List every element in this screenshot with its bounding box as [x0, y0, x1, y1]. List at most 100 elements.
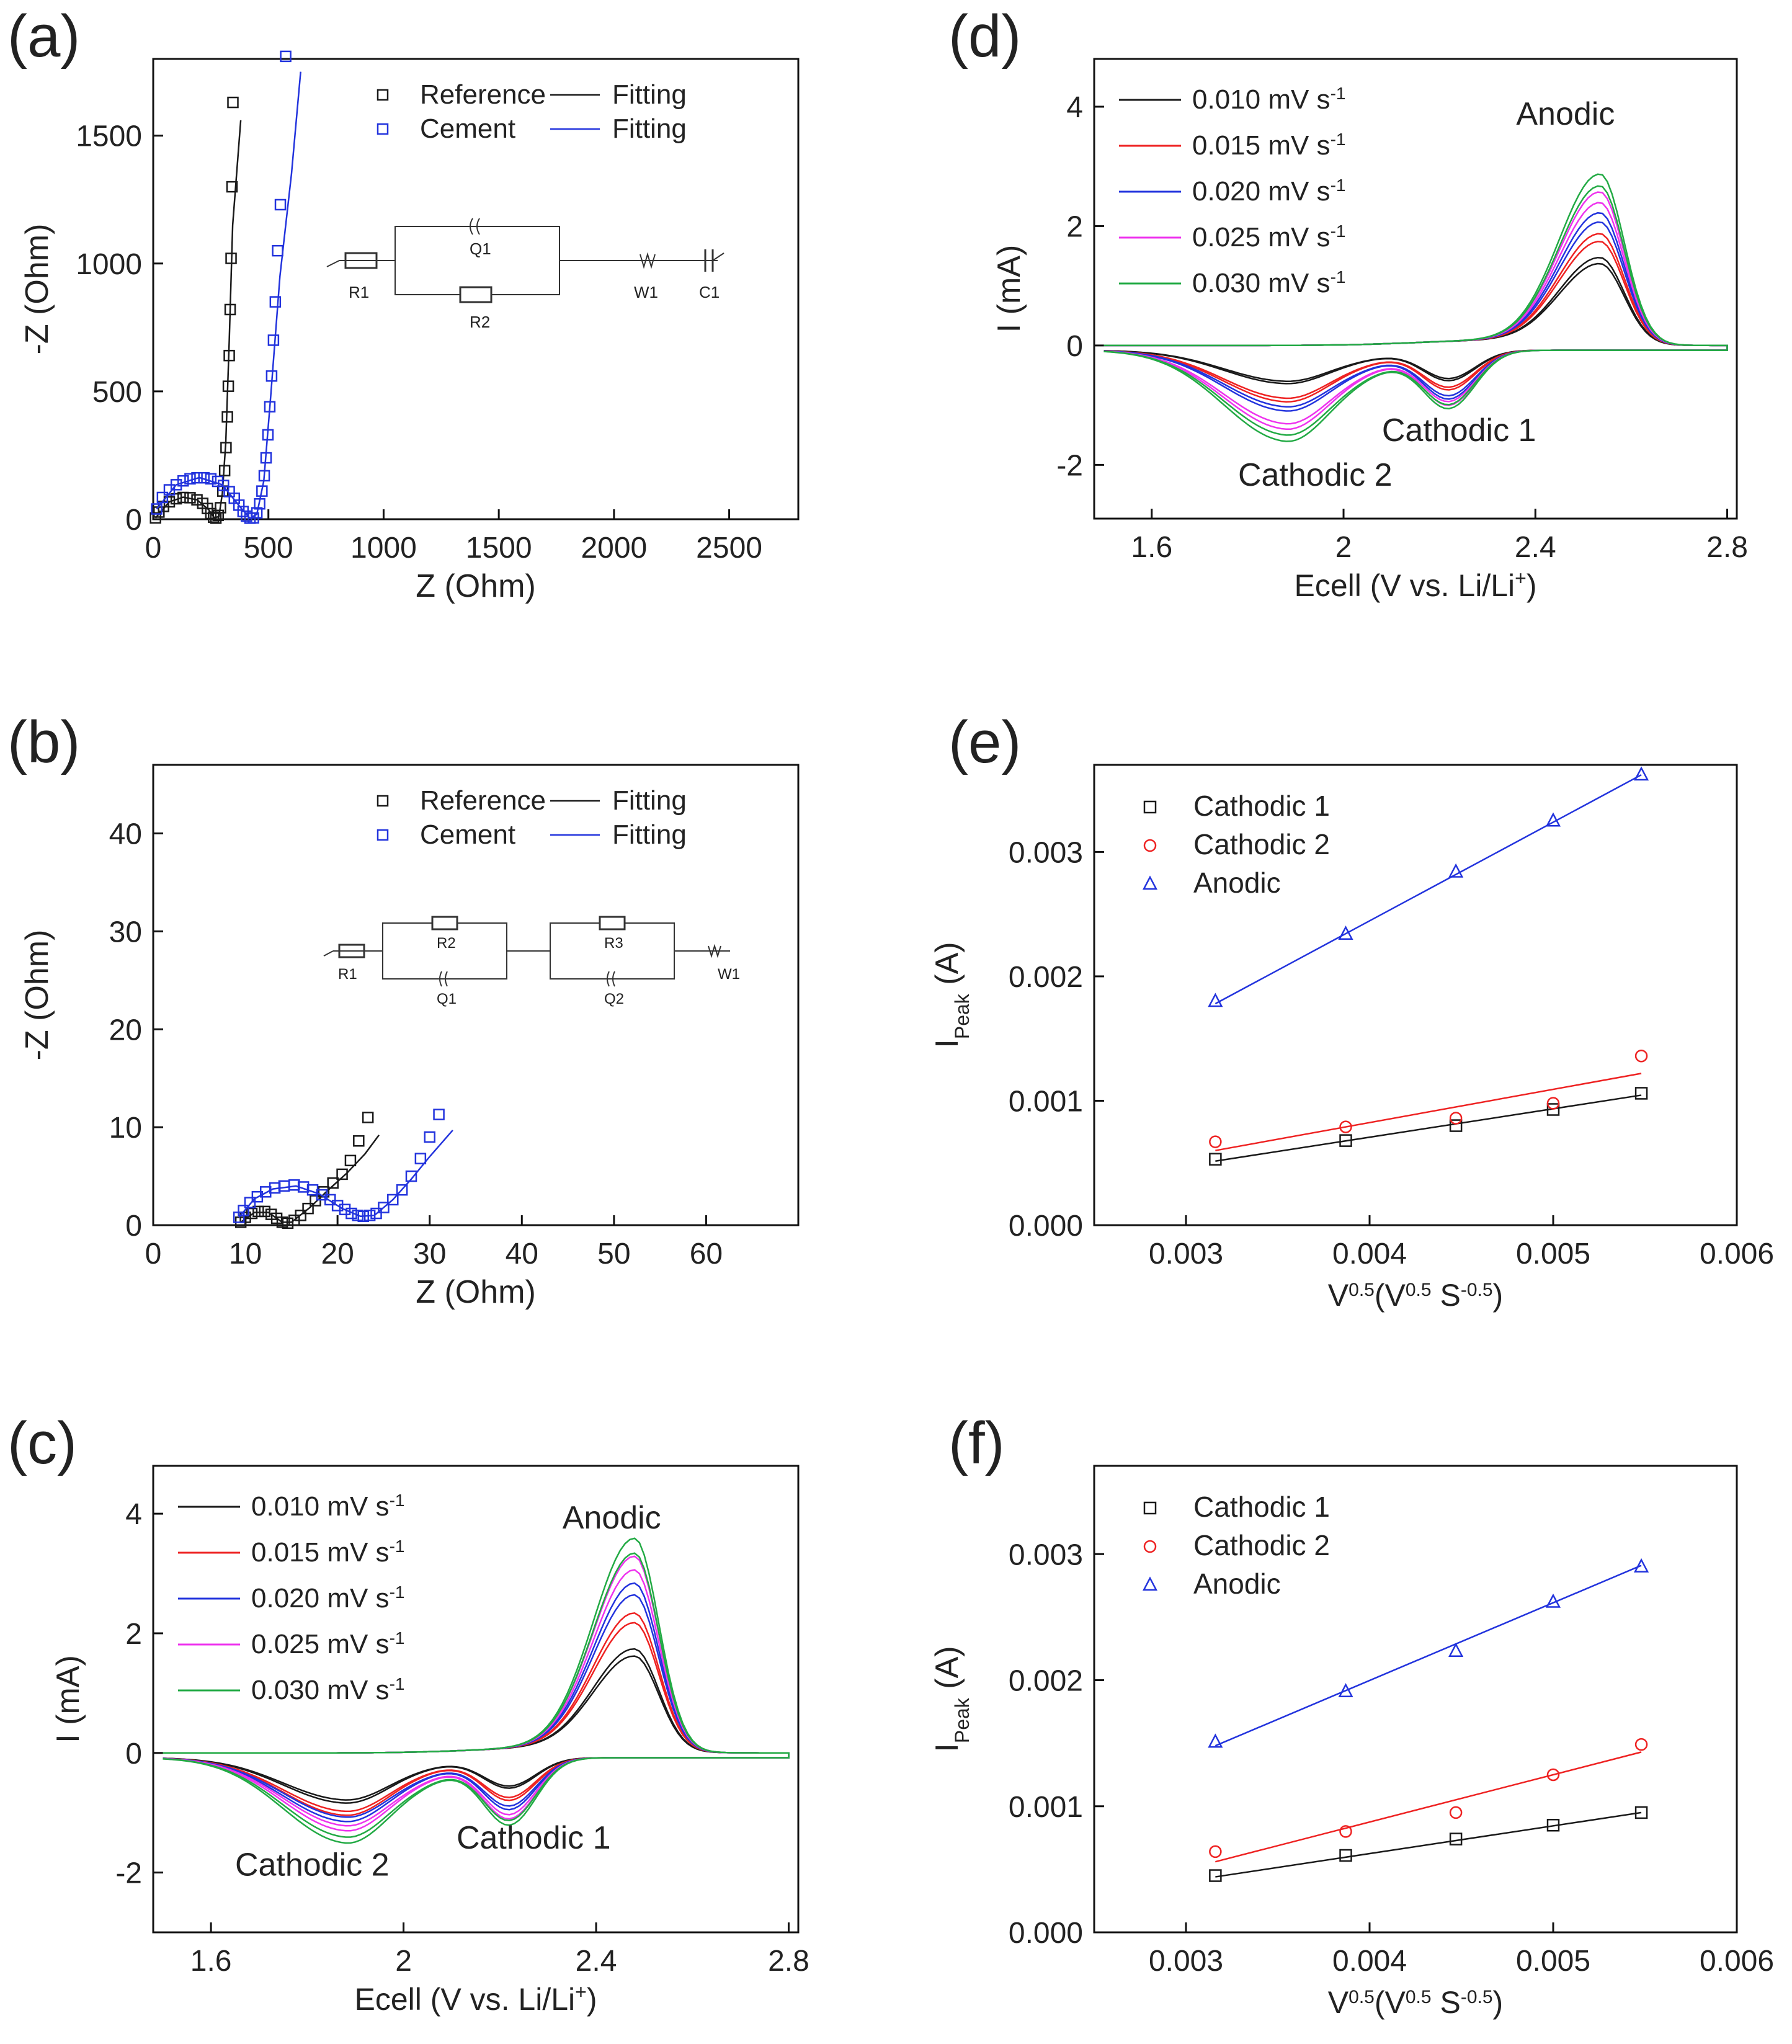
data-point [260, 452, 272, 464]
x-axis-title: Z (Ohm) [416, 568, 536, 604]
data-point [244, 1197, 256, 1208]
data-point [218, 480, 230, 491]
x-tick-label: 0.003 [1149, 1238, 1223, 1270]
data-point [302, 1202, 314, 1215]
data-point [1449, 1119, 1463, 1132]
data-point [156, 491, 169, 504]
data-point [267, 334, 280, 346]
circuit-label: R1 [349, 283, 369, 301]
legend-label: Cathodic 1 [1193, 790, 1330, 822]
circuit-label: W1 [718, 966, 740, 983]
fit-line [1215, 1811, 1642, 1878]
x-tick-label: 0.004 [1332, 1945, 1407, 1978]
panel-label: (f) [948, 1410, 1005, 1476]
panel-label: (e) [948, 709, 1021, 775]
y-tick-label: 4 [1066, 91, 1083, 124]
data-point [1634, 1087, 1648, 1100]
equivalent-circuit: R1 R2 Q1 R3 Q2 W1 [323, 916, 740, 1007]
y-tick-label: 0.003 [1009, 836, 1083, 869]
panel-label: (a) [7, 3, 80, 69]
fit-line [156, 71, 301, 520]
x-axis-title: Ecell (V vs. Li/Li+) [354, 1981, 597, 2017]
legend-label: 0.025 mV s-1 [1192, 221, 1345, 253]
panel-f: 0.003 0.004 0.005 0.006 0.000 0.001 0.002 0.003… [929, 1410, 1774, 2020]
data-point [220, 442, 232, 453]
circuit-label: R1 [338, 966, 357, 983]
legend-label: Anodic [1193, 1568, 1281, 1600]
legend-label: 0.010 mV s-1 [1192, 84, 1345, 115]
circuit-label: Q2 [604, 991, 624, 1007]
data-point [357, 1210, 369, 1223]
y-tick-label: -2 [1056, 449, 1083, 482]
legend-label: 0.025 mV s-1 [251, 1628, 404, 1660]
data-point [1143, 1540, 1157, 1553]
data-point [387, 1194, 399, 1206]
data-point [433, 1109, 445, 1120]
x-axis-title: V0.5(V0.5 S-0.5) [1328, 1985, 1503, 2020]
y-tick-label: 1000 [76, 248, 142, 281]
y-tick-label: 0.002 [1009, 1665, 1083, 1698]
data-point [170, 479, 182, 491]
circuit-label: C1 [699, 283, 720, 301]
data-point [1448, 1643, 1464, 1658]
legend-label: 0.030 mV s-1 [251, 1674, 404, 1706]
data-point [191, 494, 203, 506]
x-tick-label: 0.003 [1149, 1945, 1223, 1978]
data-point [225, 252, 237, 264]
data-point [224, 303, 236, 316]
data-point [362, 1112, 374, 1123]
data-point [1634, 1558, 1649, 1573]
plot-frame [1093, 764, 1738, 1226]
y-tick-label: 0.000 [1009, 1917, 1083, 1950]
data-point [1634, 766, 1649, 781]
data-point [336, 1168, 348, 1180]
data-point [424, 1131, 435, 1143]
data-point [262, 429, 274, 441]
x-tick-label: 30 [413, 1238, 446, 1270]
data-point [259, 1205, 271, 1218]
data-point [238, 1205, 249, 1216]
fit-line [154, 120, 242, 519]
panel-b: 0 10 20 30 40 50 60 0 10 20 30 40 (b) Z (Ohm) -Z (Ohm)… [7, 709, 800, 1310]
x-tick-label: 2.4 [1515, 531, 1556, 564]
resistor-r1 [338, 944, 365, 958]
x-tick-label: 0 [145, 532, 162, 565]
x-tick-label: 2.8 [1706, 531, 1748, 564]
data-point [269, 296, 282, 308]
y-tick-label: 500 [92, 376, 142, 409]
y-tick-label: 0.003 [1009, 1538, 1083, 1571]
fit-line [1215, 774, 1642, 1005]
data-point [1634, 1738, 1648, 1751]
data-point [252, 1205, 264, 1218]
y-tick-label: 0 [125, 1738, 142, 1770]
cv-curve [163, 1552, 790, 1838]
cpe-q1 [439, 971, 448, 987]
fit-line [1215, 1564, 1642, 1747]
circuit-label: R2 [470, 313, 490, 331]
data-point [1546, 1818, 1560, 1832]
data-point [258, 470, 270, 482]
data-point [226, 181, 238, 193]
data-point [331, 1200, 344, 1212]
data-point [256, 485, 268, 497]
legend-label: Cement [420, 819, 515, 850]
data-point [212, 509, 224, 522]
data-point [327, 1177, 339, 1189]
data-point [1634, 1050, 1648, 1063]
data-point [295, 1209, 306, 1221]
fit-line [1215, 1751, 1642, 1863]
data-point [396, 1184, 408, 1196]
warburg-w1 [640, 252, 656, 269]
panel-a: 0 500 1000 1500 2000 2500 0 500 1000 1500 (a) Z (Oh… [7, 3, 800, 604]
data-point [215, 502, 226, 514]
legend-label: 0.020 mV s-1 [251, 1582, 404, 1614]
y-tick-label: 0 [125, 504, 142, 537]
data-point [254, 498, 265, 510]
data-point [310, 1195, 321, 1207]
x-tick-label: 2000 [581, 532, 647, 565]
panel-label: (d) [948, 3, 1021, 69]
y-tick-label: 2 [125, 1618, 142, 1651]
data-point [280, 50, 292, 63]
x-axis-title: V0.5(V0.5 S-0.5) [1328, 1278, 1503, 1313]
